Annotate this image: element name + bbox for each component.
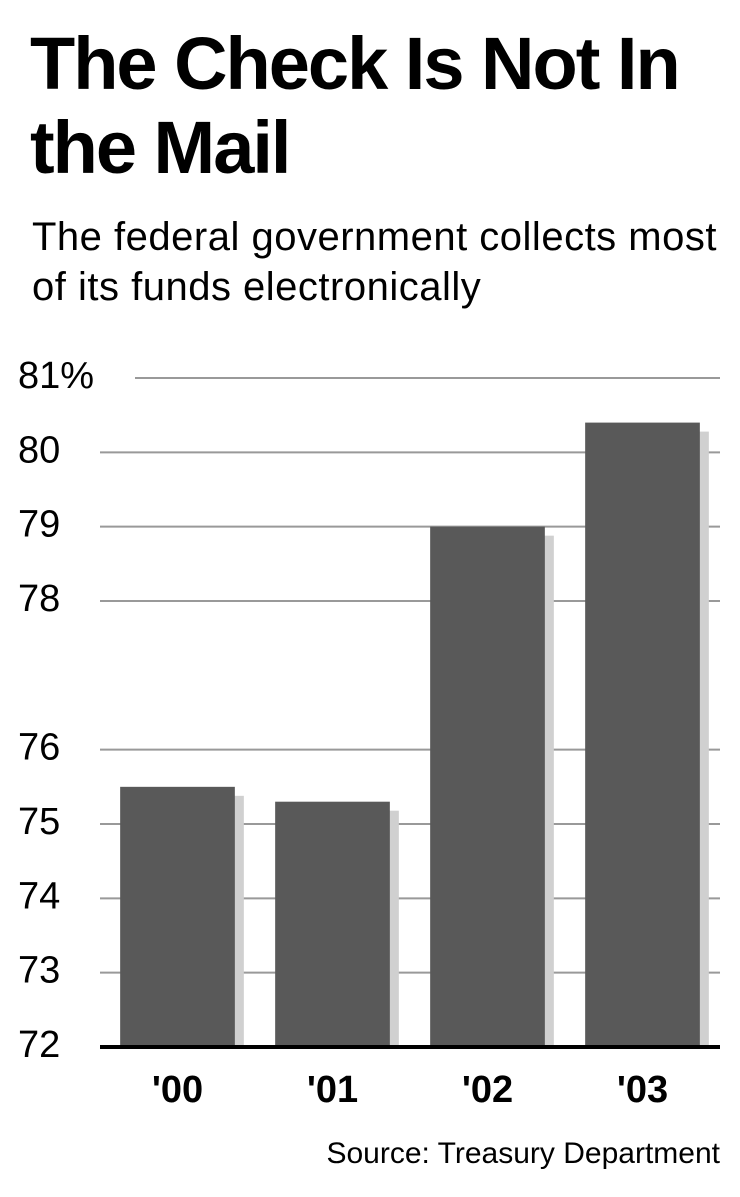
x-tick-label: '01 (307, 1069, 358, 1111)
bar (120, 786, 235, 1047)
y-tick-label: 75 (18, 801, 60, 843)
y-tick-label: 74 (18, 875, 60, 917)
y-tick-label: 72 (18, 1024, 60, 1066)
chart-title: The Check Is Not In the Mail (30, 22, 681, 189)
y-tick-label: 73 (18, 950, 60, 992)
bar (585, 422, 700, 1048)
chart-subtitle: The federal government collects most of … (32, 215, 717, 309)
x-tick-label: '03 (617, 1069, 668, 1111)
source: Source: Treasury Department (326, 1137, 720, 1170)
y-tick-label: 80 (18, 429, 60, 471)
y-tick-label: 81% (18, 355, 94, 397)
x-tick-label: '02 (462, 1069, 513, 1111)
y-tick-label: 79 (18, 504, 60, 546)
y-tick-label: 76 (18, 727, 60, 769)
x-tick-label: '00 (152, 1069, 203, 1111)
bar (275, 801, 390, 1047)
bar (430, 526, 545, 1047)
y-tick-label: 78 (18, 578, 60, 620)
